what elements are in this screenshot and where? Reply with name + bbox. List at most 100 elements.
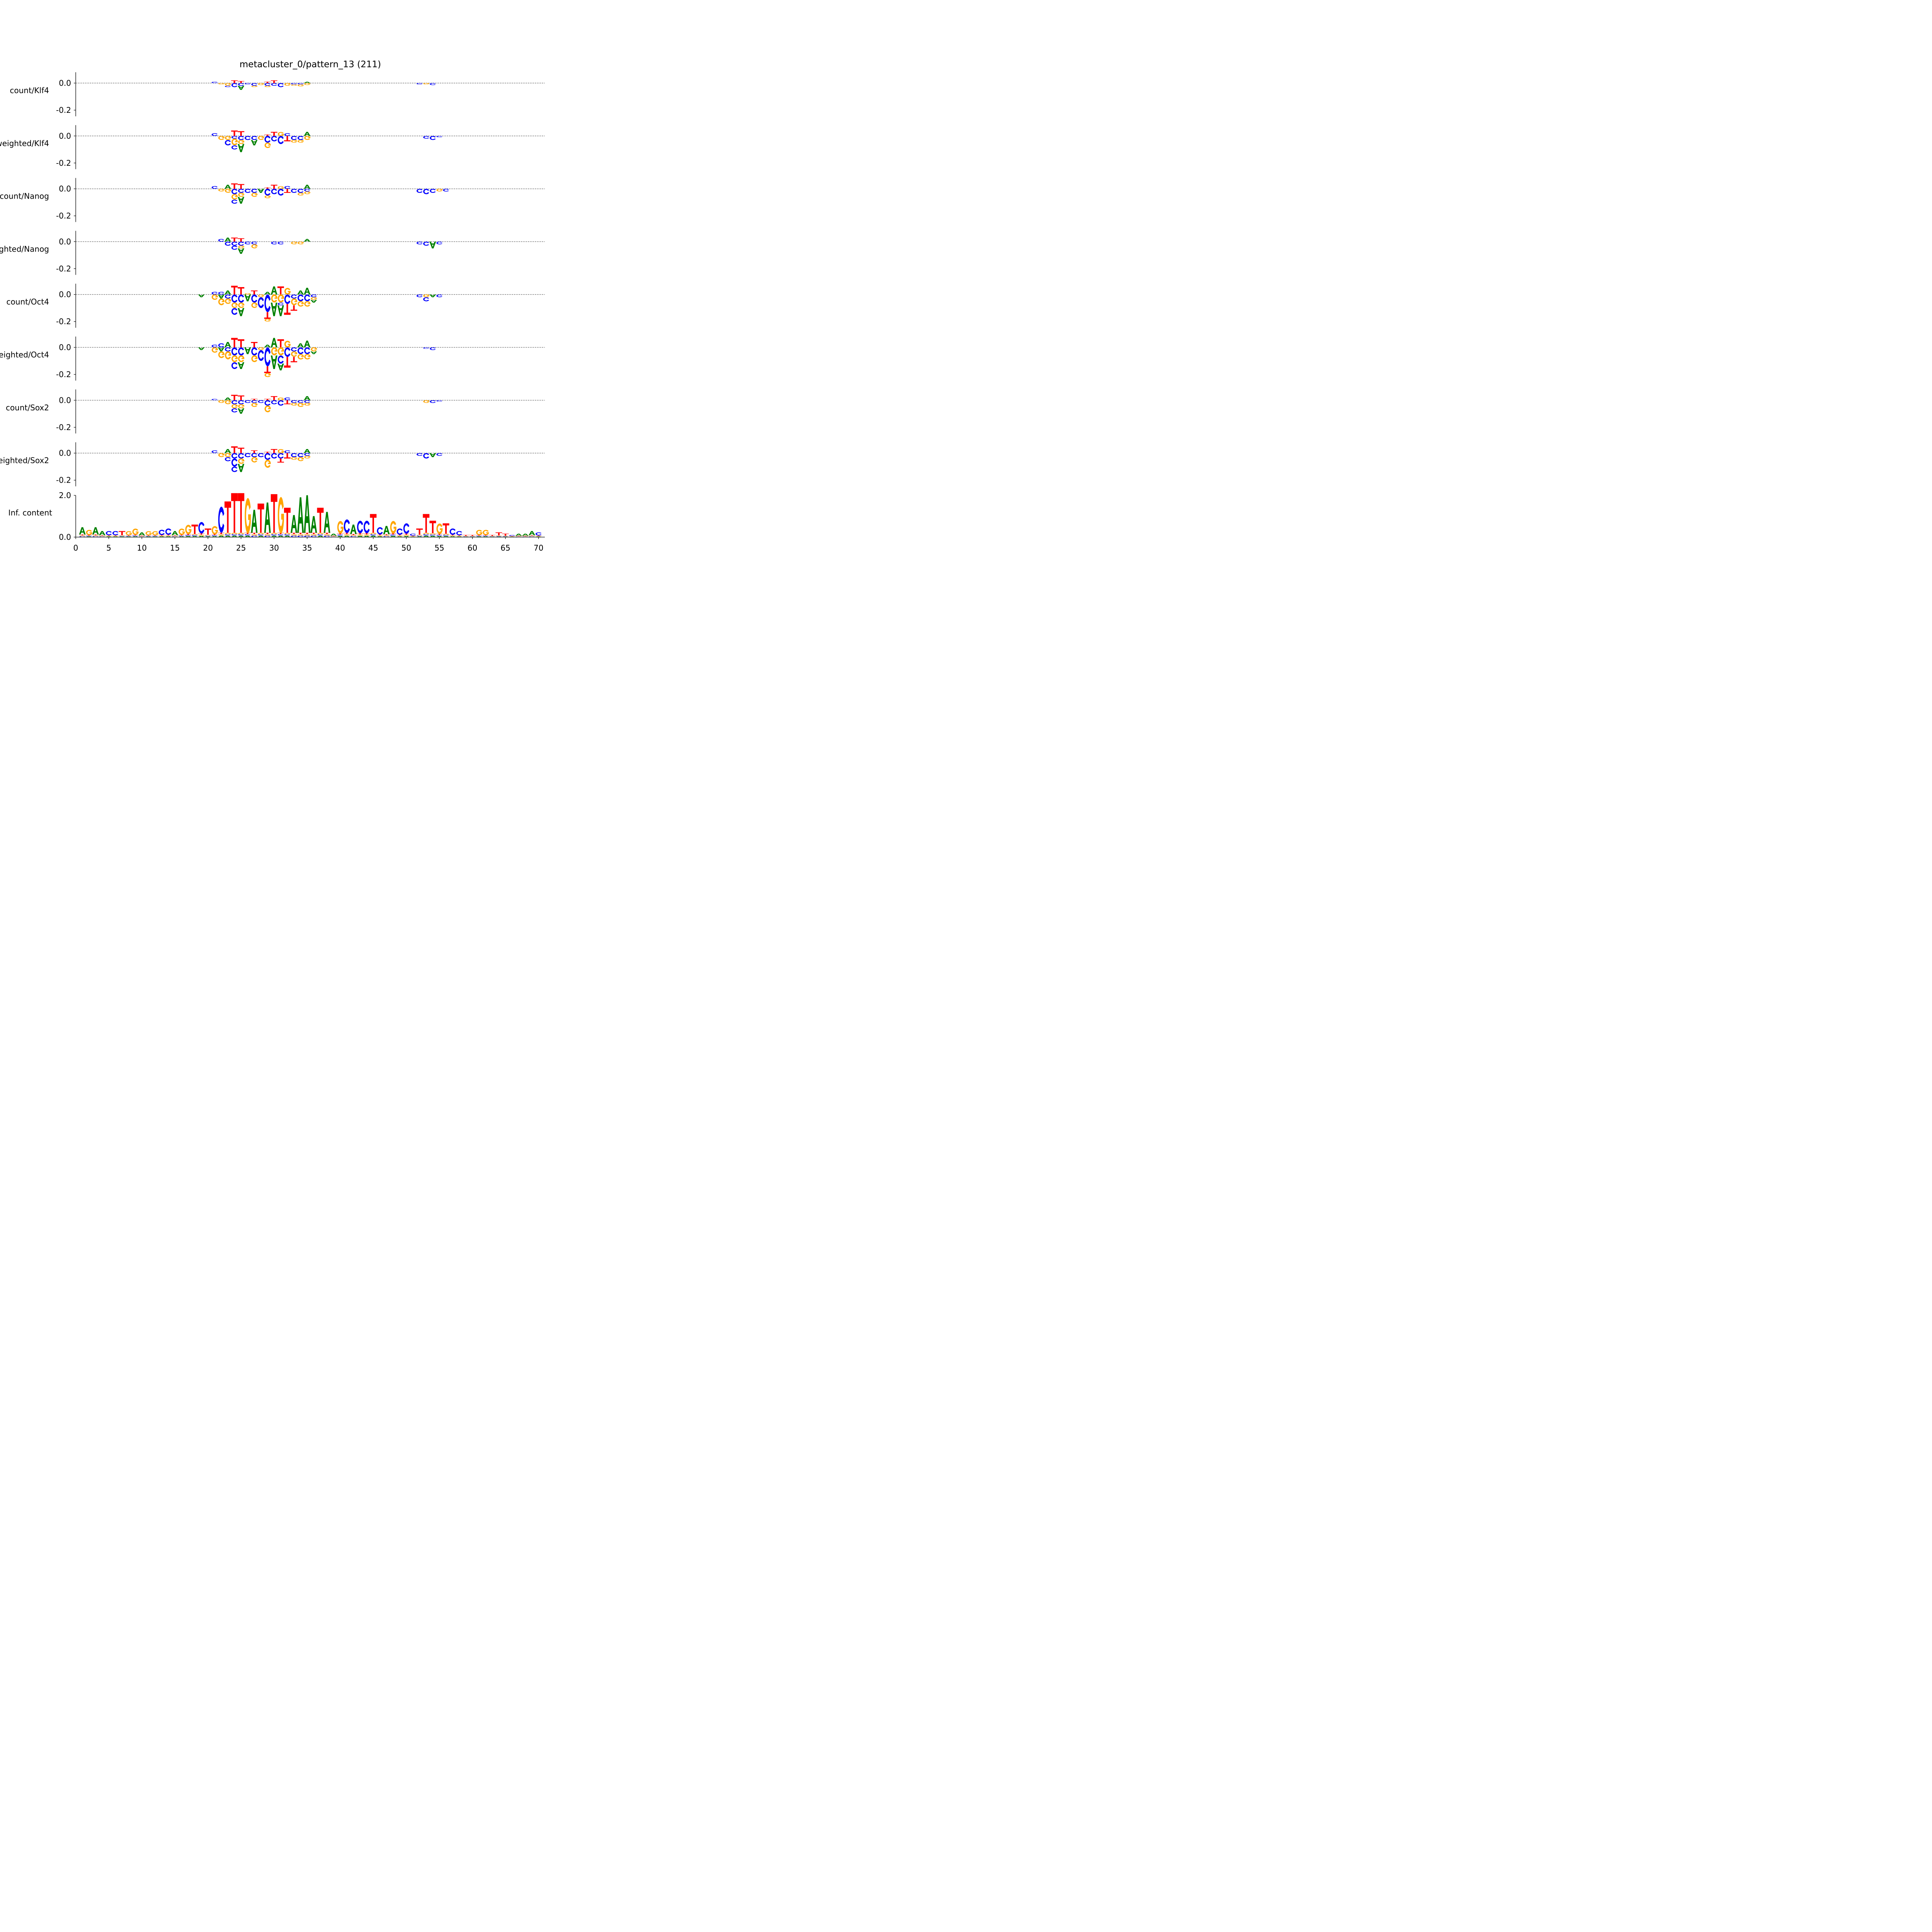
logo-letter-G [304, 534, 311, 536]
logo-letter-G [423, 400, 430, 403]
logo-letter-G [225, 453, 231, 457]
logo-letter-C [284, 133, 291, 136]
logo-letter-C [231, 534, 238, 536]
logo-letter-C [251, 347, 257, 355]
logo-letter-G [218, 453, 224, 457]
logo-letter-T [238, 447, 245, 453]
logo-letter-C [423, 242, 429, 246]
logo-letter-T [251, 450, 258, 453]
y-tick-label: 0.0 [59, 290, 71, 299]
logo-letter-A [304, 185, 311, 189]
logo-letter-G [291, 351, 298, 357]
logo-letter-T [502, 534, 509, 536]
logo-letter-G [225, 83, 231, 86]
logo-letter-T [264, 452, 271, 453]
logo-letter-G [277, 347, 284, 355]
logo-letter-C [211, 399, 218, 400]
logo-letter-A [244, 536, 251, 537]
logo-letter-A [330, 534, 337, 536]
logo-letter-G [79, 535, 86, 536]
logo-letter-C [383, 536, 389, 537]
logo-letter-C [264, 294, 271, 312]
logo-letter-C [271, 83, 277, 86]
logo-letter-T [244, 532, 251, 534]
logo-letter-G [264, 143, 271, 148]
logo-letter-A [224, 185, 231, 189]
logo-letter-C [436, 535, 442, 536]
logo-letter-C [264, 347, 271, 366]
logo-letter-T [264, 187, 271, 189]
logo-letter-C [403, 523, 410, 534]
logo-letter-C [231, 294, 238, 303]
logo-letter-G [238, 532, 245, 534]
logo-letter-T [297, 532, 304, 534]
logo-letter-T [264, 134, 271, 136]
logo-letter-T [238, 184, 245, 189]
logo-letter-C [245, 453, 251, 457]
logo-letter-T [231, 80, 238, 83]
logo-letter-G [284, 288, 291, 295]
logo-letter-C [218, 292, 224, 295]
logo-letter-C [298, 536, 304, 537]
logo-letter-G [304, 403, 311, 406]
logo-letter-C [245, 136, 251, 140]
logo-letter-A [304, 287, 311, 295]
logo-letter-A [185, 536, 192, 537]
logo-letter-C [277, 355, 284, 364]
logo-letter-G [225, 351, 231, 360]
logo-letter-A [317, 536, 324, 537]
logo-letter-C [231, 347, 238, 355]
logo-letter-G [271, 532, 277, 534]
logo-letter-T [284, 189, 291, 193]
logo-letter-T [224, 501, 231, 533]
logo-letter-C [344, 519, 350, 533]
logo-letter-C [258, 534, 264, 536]
x-tick-label: 65 [500, 543, 510, 553]
logo-letter-G [264, 534, 271, 536]
logo-letter-C [291, 83, 297, 85]
logo-letter-A [238, 408, 245, 414]
logo-letter-C [264, 83, 271, 86]
logo-letter-C [165, 528, 172, 535]
y-tick-label: -0.2 [56, 105, 71, 115]
logo-letter-A [522, 534, 529, 536]
logo-letter-C [271, 400, 277, 405]
logo-letter-C [430, 136, 436, 140]
logo-letter-C [277, 189, 284, 196]
logo-letter-A [224, 342, 231, 347]
logo-letter-C [291, 294, 297, 299]
x-tick-label: 0 [73, 543, 78, 553]
logo-letter-T [489, 535, 496, 536]
logo-letter-T [469, 535, 476, 536]
logo-letter-T [165, 534, 172, 536]
logo-letter-G [245, 293, 251, 295]
panel-label: count/Nanog [0, 192, 49, 201]
logo-letter-G [311, 297, 317, 300]
logo-letter-G [370, 532, 377, 534]
logo-letter-C [245, 83, 251, 85]
logo-letter-A [436, 536, 443, 537]
panel-count-nanog: 0.0 -0.2 count/Nanog [0, 178, 545, 222]
logo-letter-C [251, 294, 257, 303]
panel-label: count/Sox2 [6, 403, 49, 412]
logo-letter-T [277, 286, 284, 295]
logo-letter-A [238, 308, 245, 316]
logo-letter-C [304, 189, 310, 192]
logo-letter-C [298, 347, 304, 354]
logo-letter-T [383, 534, 390, 535]
logo-letter-C [258, 400, 264, 403]
logo-letter-A [429, 536, 436, 537]
logo-letter-C [417, 453, 423, 456]
logo-letter-A [284, 536, 291, 537]
logo-letter-C [277, 83, 284, 87]
logo-letter-G [377, 535, 383, 536]
logo-letter-A [304, 495, 311, 533]
logo-letter-A [218, 347, 224, 352]
logo-letter-C [231, 458, 238, 467]
logo-letter-G [291, 84, 298, 86]
logo-letter-G [92, 535, 99, 536]
logo-letter-A [238, 536, 245, 537]
logo-letter-T [198, 533, 205, 535]
logo-letter-A [172, 531, 179, 536]
y-tick-label: 0.0 [59, 131, 71, 141]
